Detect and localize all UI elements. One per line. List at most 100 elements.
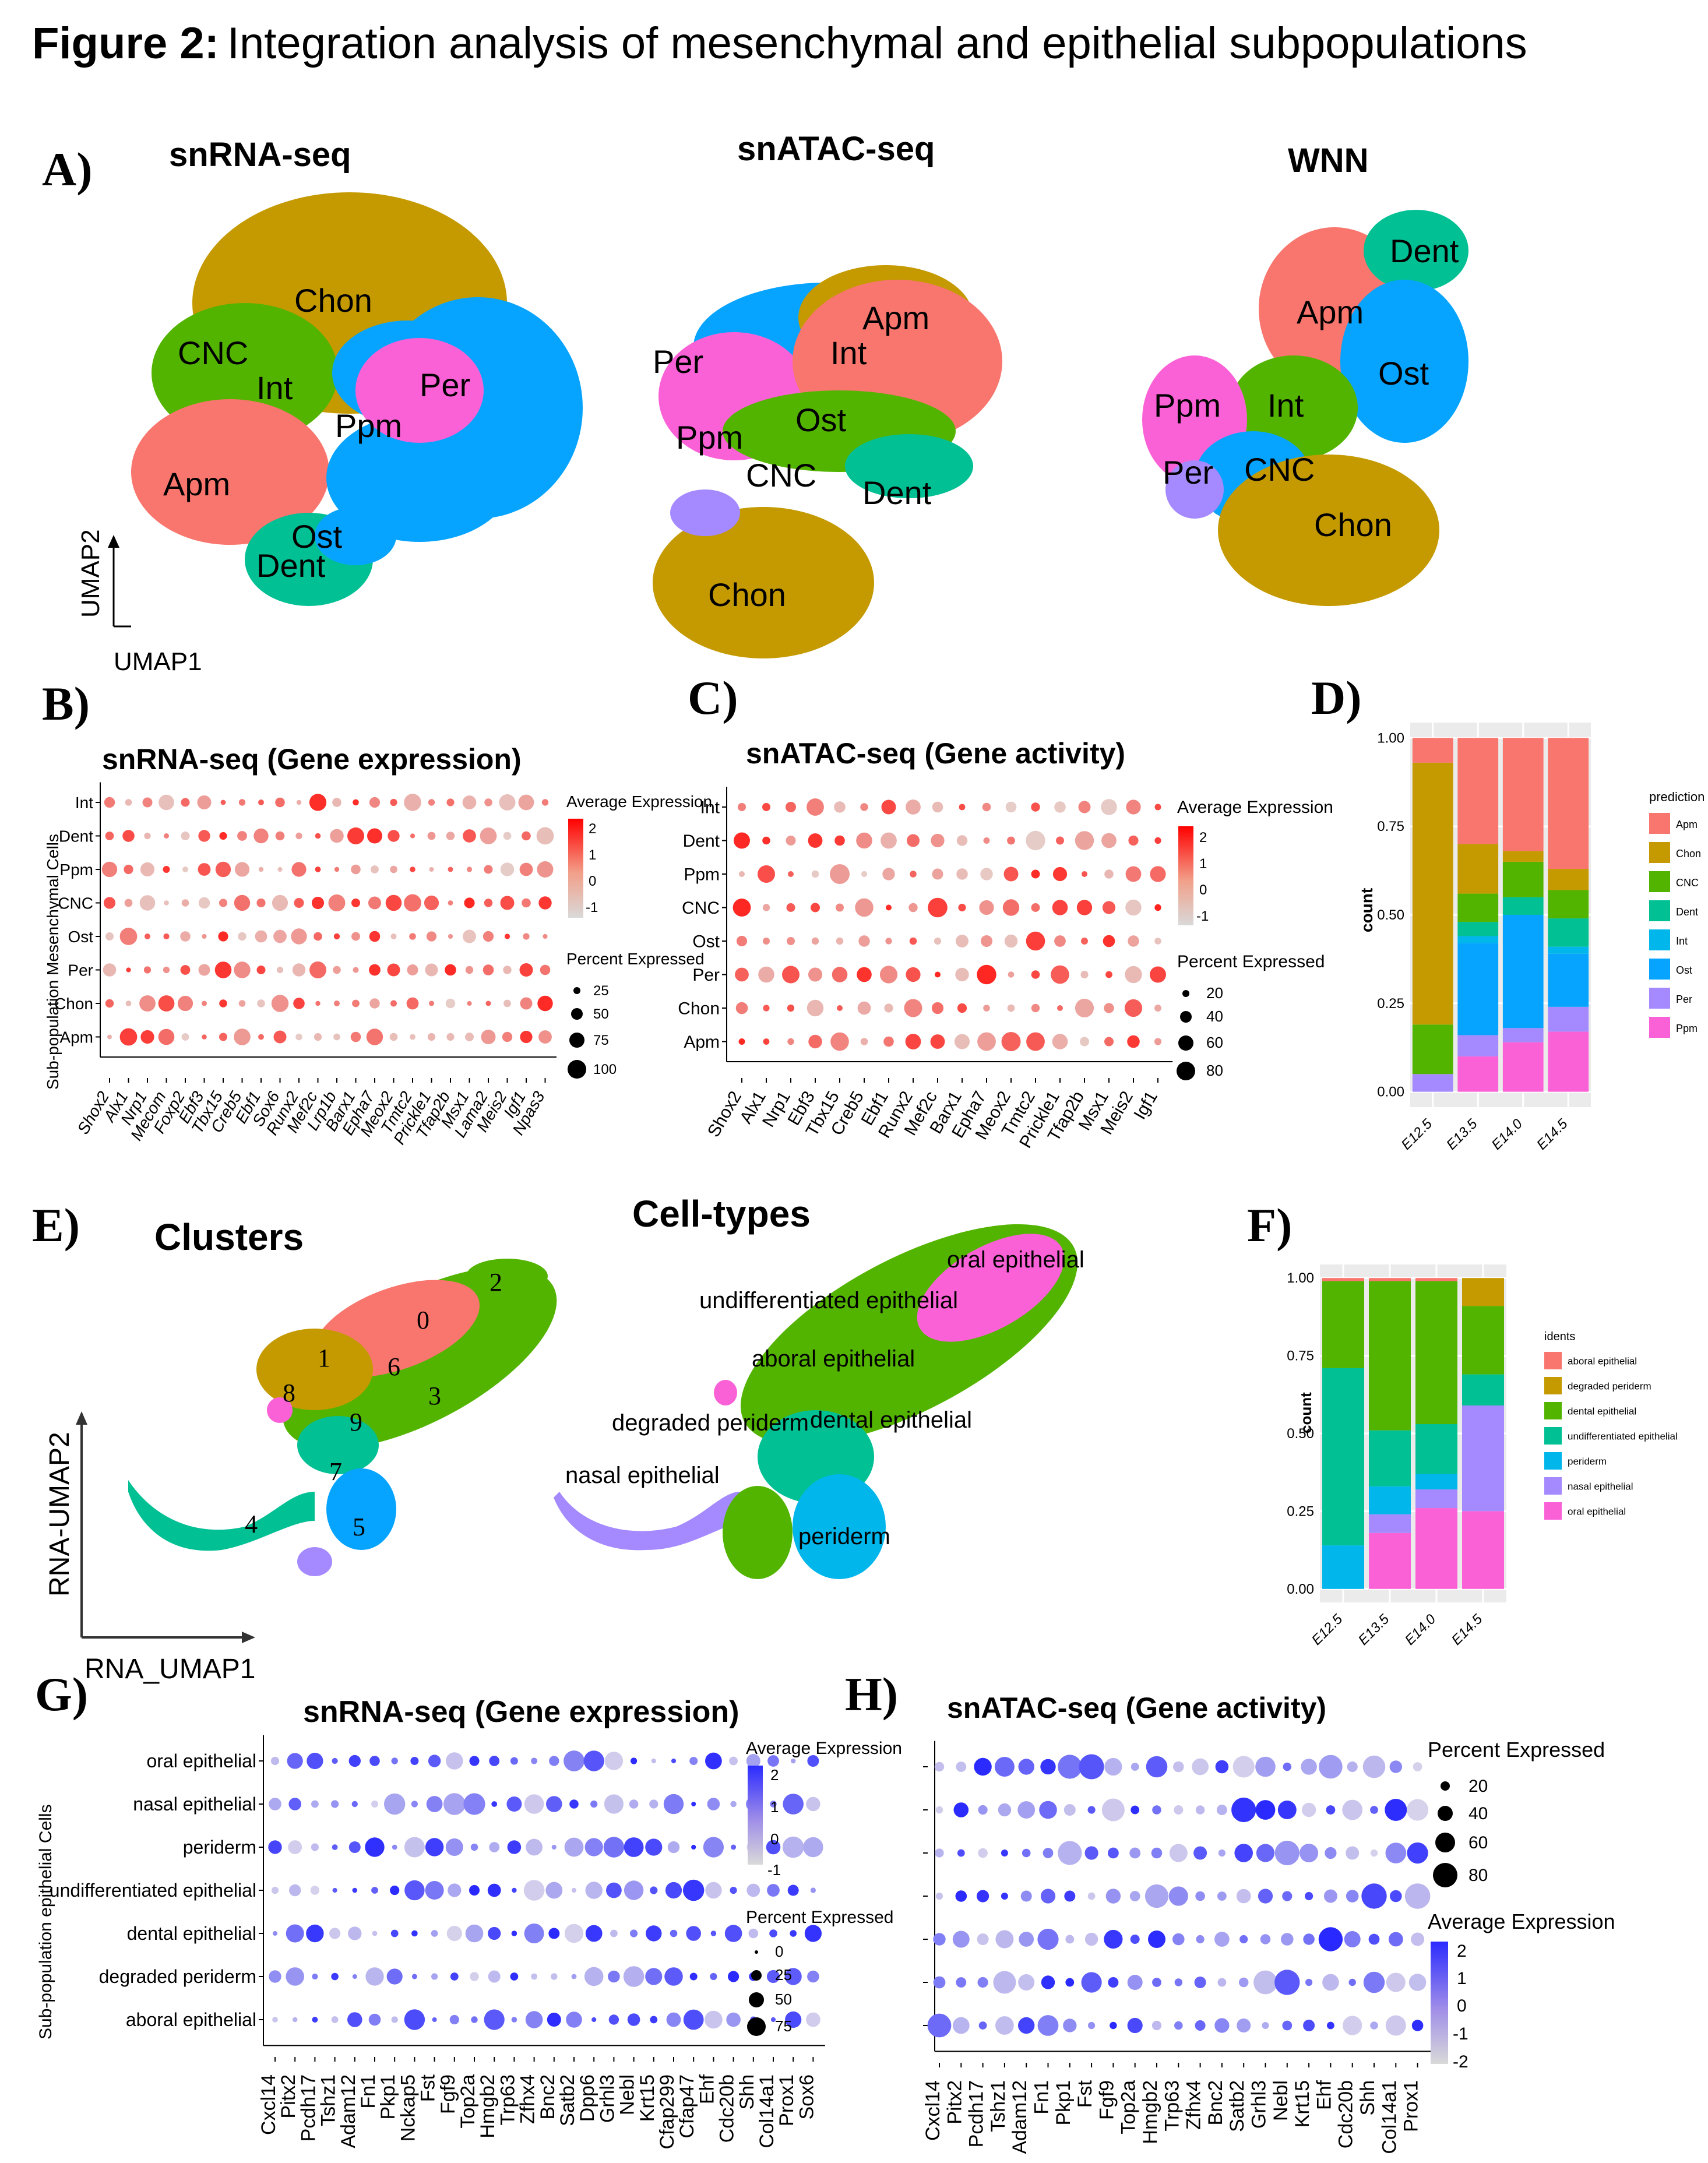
panel-b-dot (234, 894, 251, 911)
panel-g-gene-label: Pkp1 (377, 2074, 399, 2120)
panel-h-dot (1152, 1805, 1161, 1815)
panel-b-dot (275, 831, 285, 841)
panel-c-dot (930, 1034, 945, 1049)
panel-d-bar-segment (1548, 890, 1589, 919)
rna-label-dent: Dent (256, 547, 326, 584)
panel-c-dot (1126, 799, 1141, 815)
panel-h-dot (1386, 1972, 1406, 1992)
panel-f-bar-segment (1369, 1430, 1411, 1486)
panel-d-legend-key (1649, 988, 1670, 1009)
panel-c-dot (763, 1005, 770, 1012)
panel-b-dot (144, 832, 151, 840)
panel-a-title-wnn: WNN (1288, 142, 1369, 179)
panel-g-dot (287, 1753, 303, 1769)
panel-b-dot (124, 899, 133, 907)
panel-h-gene-label: Cdc20b (1335, 2080, 1357, 2148)
panel-c-pct-tick: 80 (1206, 1062, 1223, 1079)
panel-h-dot (1407, 1842, 1428, 1864)
panel-b-dot (409, 933, 416, 940)
panel-g-dot (470, 1843, 478, 1851)
panel-b-dot (540, 964, 551, 975)
panel-c-dot (763, 1038, 770, 1045)
panel-c-row-label: Ost (692, 932, 720, 952)
panel-c-row-label: Apm (684, 1033, 720, 1052)
panel-h-dot (1281, 1933, 1294, 1946)
panel-b-dot (334, 1001, 340, 1006)
panel-b-dot (202, 933, 207, 939)
panel-g-dot (288, 1798, 301, 1810)
panel-h-dot (1347, 1761, 1358, 1773)
panel-h-dot (1168, 1886, 1188, 1906)
panel-h-dot (1389, 1760, 1402, 1773)
panel-d-xtick-label: E12.5 (1399, 1116, 1436, 1153)
panel-g-dot (331, 1972, 339, 1981)
panel-g-dot (365, 1967, 384, 1986)
panel-d-ytick-label: 0.50 (1377, 907, 1404, 923)
panel-b-dot (177, 995, 193, 1012)
panel-b-dot (314, 932, 322, 941)
panel-g-dot (689, 1757, 698, 1765)
panel-h-dot (1001, 1893, 1008, 1900)
panel-d-ytick-label: 0.00 (1377, 1084, 1404, 1100)
panel-f-legend-key (1544, 1402, 1562, 1419)
panel-b-dot (334, 866, 340, 872)
panel-h-dot (993, 1971, 1016, 1994)
panel-h-dot (1131, 1805, 1140, 1815)
panel-h-dot (1087, 1892, 1096, 1900)
panel-c-dot (762, 904, 770, 911)
panel-b-dot (465, 1033, 474, 1041)
panel-g-dot (273, 1931, 277, 1936)
panel-b-dot (353, 799, 359, 806)
panel-h-dot (1239, 1935, 1248, 1944)
panel-h-legend-expr-title: Average Expression (1428, 1910, 1615, 1933)
panel-c-dot (860, 803, 868, 811)
panel-g-dot (630, 1929, 638, 1937)
panel-h-dot (1020, 1890, 1032, 1902)
panel-b-dot (139, 995, 156, 1012)
panel-b-expr-tick: 2 (589, 821, 596, 837)
umap-axis-x: UMAP1 (114, 647, 202, 676)
panel-c-dot (1052, 866, 1068, 882)
umap-rna (131, 192, 583, 606)
panel-b-dot (142, 797, 153, 808)
panel-h-gene-label: Col14a1 (1378, 2080, 1400, 2154)
panel-f-ytick-label: 0.25 (1287, 1503, 1314, 1519)
atac-label-cnc: CNC (746, 457, 816, 494)
panel-g-gene-label: Fn1 (357, 2074, 379, 2109)
panel-c-dot (1054, 801, 1066, 813)
panel-g-dot (445, 1838, 463, 1856)
panel-b-dot (295, 832, 302, 840)
panel-d-legend-label: Int (1676, 935, 1688, 947)
panel-c-dot (1075, 998, 1094, 1018)
panel-h-dot (1326, 1805, 1336, 1815)
panel-b-dot (328, 894, 346, 911)
panel-c-dot (1031, 869, 1040, 879)
panel-g-dot (731, 1844, 737, 1850)
panel-h-dot (1218, 1849, 1225, 1857)
panel-b-dot (215, 861, 231, 878)
panel-c-row-label: Dent (683, 832, 720, 851)
panel-b-dot (256, 898, 266, 908)
panel-h-dot (1043, 1848, 1054, 1858)
panel-g-dot (469, 1885, 480, 1896)
panel-h-dot (1146, 1756, 1168, 1778)
umap-atac-labels: Apm Per Int Ppm Ost CNC Dent Chon (653, 300, 932, 613)
panel-f-ytick-label: 1.00 (1287, 1270, 1314, 1286)
panel-b-dot (119, 928, 138, 945)
panel-b-row-label: Ppm (59, 861, 93, 879)
panel-h-gene-label: Pkp1 (1052, 2080, 1075, 2126)
panel-d-bar-segment (1457, 738, 1499, 844)
panel-c-dot (881, 832, 897, 849)
panel-g-dot (766, 1840, 781, 1855)
panel-b-dot (219, 999, 227, 1007)
panel-g-gene-label: Top2a (457, 2074, 479, 2129)
panel-g-dot (583, 1750, 604, 1771)
panel-h-gene-label: Pitx2 (943, 2080, 966, 2125)
panel-h-dot (1253, 1970, 1277, 1995)
wnn-label-chon: Chon (1314, 506, 1392, 543)
panel-h-gene-label: Adam12 (1009, 2080, 1031, 2154)
panel-h-dot (1101, 1798, 1125, 1822)
panel-g-dot (649, 1799, 658, 1809)
panel-a-title-rna: snRNA-seq (169, 136, 351, 174)
panel-d-bar-segment (1412, 1074, 1453, 1092)
